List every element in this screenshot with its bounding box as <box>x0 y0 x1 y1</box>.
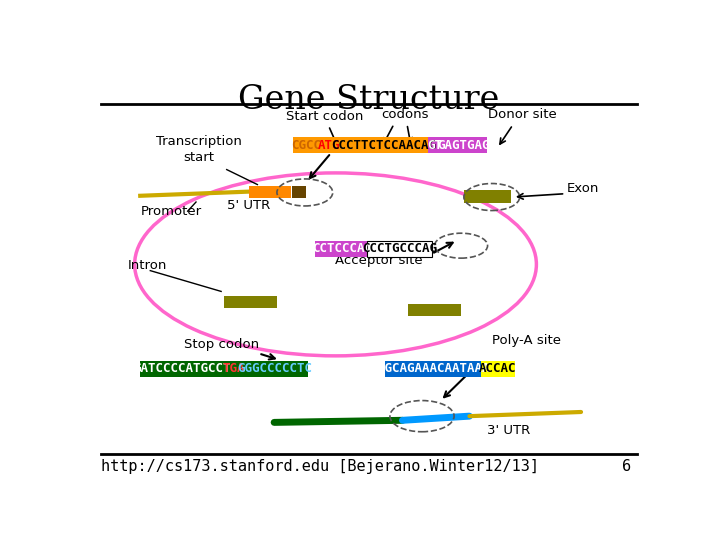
Text: Stop codon: Stop codon <box>184 339 258 352</box>
Text: Start codon: Start codon <box>286 110 363 144</box>
Text: Poly-A site: Poly-A site <box>492 334 561 347</box>
FancyBboxPatch shape <box>338 137 429 153</box>
Text: GGCAGAAACAATAAA: GGCAGAAACAATAAA <box>377 362 490 375</box>
Text: CCTCCCAG: CCTCCCAG <box>312 242 372 255</box>
Text: TGA: TGA <box>222 362 245 375</box>
Text: GGGCCCCCTC: GGGCCCCCTC <box>238 362 312 375</box>
FancyBboxPatch shape <box>249 186 291 198</box>
FancyBboxPatch shape <box>319 137 339 153</box>
FancyBboxPatch shape <box>482 361 515 377</box>
Text: Acceptor site: Acceptor site <box>336 254 423 267</box>
FancyBboxPatch shape <box>293 137 320 153</box>
FancyBboxPatch shape <box>292 186 306 198</box>
FancyBboxPatch shape <box>385 361 482 377</box>
Text: http://cs173.stanford.edu [Bejerano.Winter12/13]: http://cs173.stanford.edu [Bejerano.Wint… <box>101 458 539 474</box>
Text: codons: codons <box>382 108 429 121</box>
Text: GT: GT <box>428 139 442 152</box>
Text: 6: 6 <box>622 458 631 474</box>
Text: ACCAC: ACCAC <box>480 362 517 375</box>
FancyBboxPatch shape <box>408 304 461 316</box>
FancyBboxPatch shape <box>243 361 307 377</box>
FancyBboxPatch shape <box>140 361 224 377</box>
Text: Transcription
start: Transcription start <box>156 135 242 164</box>
Text: Intron: Intron <box>128 259 167 272</box>
Text: 5' UTR: 5' UTR <box>228 199 271 213</box>
Text: CCCTGCCCAG: CCCTGCCCAG <box>362 242 437 255</box>
Text: Promoter: Promoter <box>140 205 202 218</box>
Text: GAGTGAG: GAGTGAG <box>438 139 490 152</box>
FancyBboxPatch shape <box>223 361 243 377</box>
FancyBboxPatch shape <box>441 137 487 153</box>
Text: 3' UTR: 3' UTR <box>487 424 531 437</box>
Text: Donor site: Donor site <box>488 108 557 121</box>
Text: GATCCCCATGCCT: GATCCCCATGCCT <box>133 362 230 375</box>
Text: CCCTTCTCCAACAG: CCCTTCTCCAACAG <box>331 139 436 152</box>
Text: CGCC: CGCC <box>292 139 322 152</box>
FancyBboxPatch shape <box>366 241 432 257</box>
FancyBboxPatch shape <box>464 191 511 203</box>
Text: ATG: ATG <box>318 139 341 152</box>
Text: Exon: Exon <box>567 183 600 195</box>
FancyBboxPatch shape <box>428 137 442 153</box>
FancyBboxPatch shape <box>224 295 277 308</box>
FancyBboxPatch shape <box>315 241 368 257</box>
Text: Gene Structure: Gene Structure <box>238 84 500 116</box>
